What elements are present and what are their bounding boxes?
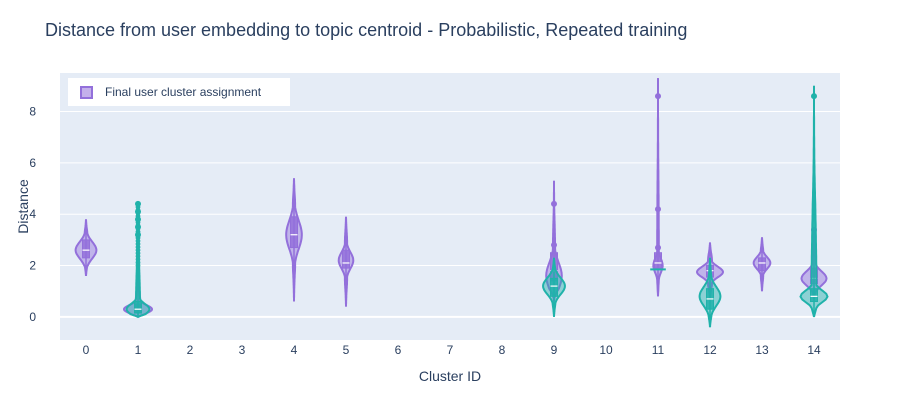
violin — [285, 178, 303, 302]
x-tick-label: 12 — [703, 343, 717, 357]
violin-box — [654, 252, 662, 269]
x-tick-label: 2 — [187, 343, 194, 357]
outlier-point — [551, 200, 557, 207]
violin-box — [134, 300, 142, 314]
violin — [799, 85, 829, 318]
y-tick-label: 6 — [29, 156, 36, 170]
violin — [752, 237, 772, 292]
plot-background — [60, 73, 840, 340]
outlier-point — [135, 204, 141, 210]
x-tick-label: 9 — [551, 343, 558, 357]
x-tick-label: 1 — [135, 343, 142, 357]
x-tick-label: 3 — [239, 343, 246, 357]
y-tick-label: 8 — [29, 105, 36, 119]
legend-swatch — [80, 85, 93, 99]
x-tick-label: 5 — [343, 343, 350, 357]
y-tick-labels: 0 2 4 6 8 — [29, 105, 36, 324]
y-axis-title: Distance — [15, 179, 31, 234]
violin — [542, 257, 566, 317]
x-axis-title: Cluster ID — [419, 368, 481, 384]
violin-box — [342, 249, 350, 269]
x-tick-label: 0 — [83, 343, 90, 357]
y-tick-label: 2 — [29, 259, 36, 273]
outlier-point — [655, 93, 661, 100]
x-tick-label: 4 — [291, 343, 298, 357]
outlier-point — [811, 93, 817, 100]
violin-box — [82, 239, 90, 259]
x-tick-label: 14 — [807, 343, 821, 357]
violin — [74, 219, 98, 276]
violin-box — [810, 288, 818, 302]
y-tick-label: 0 — [29, 310, 36, 324]
violin-box — [550, 277, 558, 297]
x-tick-label: 13 — [755, 343, 769, 357]
violin — [652, 78, 664, 297]
x-tick-labels: 0 1 2 3 4 5 6 7 8 9 10 11 12 13 14 — [83, 343, 821, 357]
x-tick-label: 10 — [599, 343, 613, 357]
violin-box — [290, 216, 298, 249]
violin — [698, 257, 722, 328]
legend[interactable]: Final user cluster assignment — [68, 78, 290, 106]
outlier-point — [655, 206, 661, 213]
violin-box — [758, 257, 766, 272]
outlier-point — [551, 242, 557, 249]
x-tick-label: 7 — [447, 343, 454, 357]
violins — [74, 78, 829, 328]
violin — [337, 216, 355, 307]
x-tick-label: 11 — [652, 343, 665, 357]
x-tick-label: 8 — [499, 343, 506, 357]
outlier-point — [655, 244, 661, 251]
legend-label: Final user cluster assignment — [105, 85, 262, 99]
y-tick-label: 4 — [29, 207, 36, 221]
x-tick-label: 6 — [395, 343, 402, 357]
chart-title: Distance from user embedding to topic ce… — [45, 20, 688, 40]
